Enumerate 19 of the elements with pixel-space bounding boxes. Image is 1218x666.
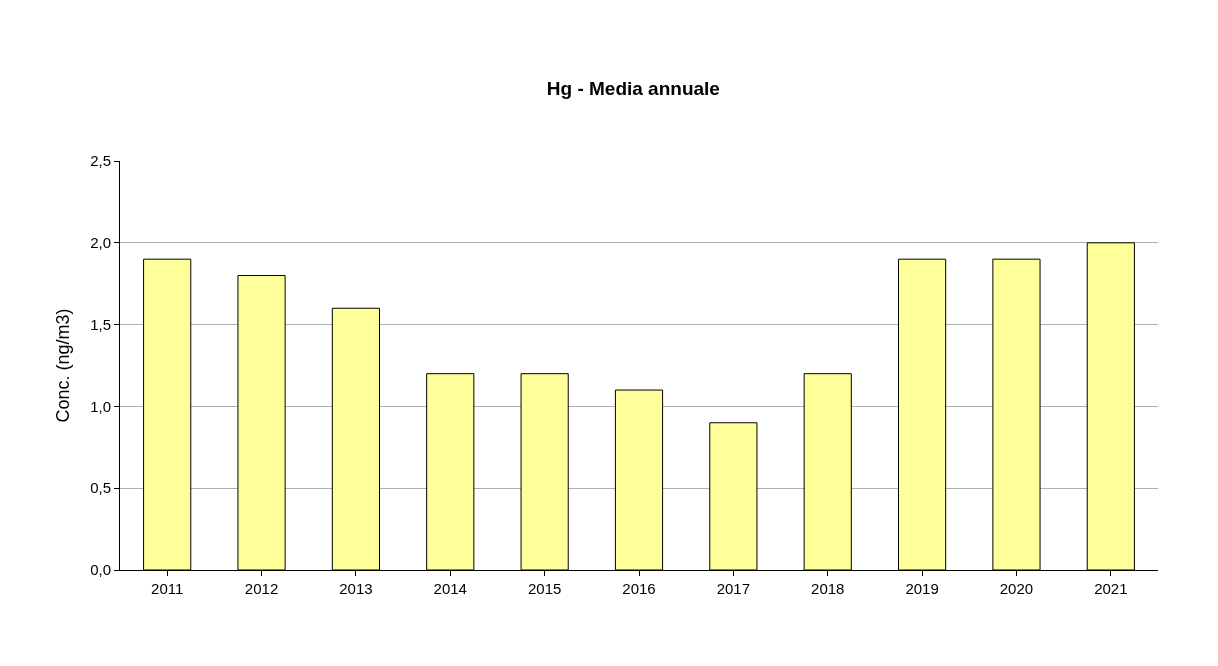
x-tick-label: 2011 [151,580,184,597]
x-tick-label: 2016 [622,580,656,597]
x-tick-label: 2012 [244,580,279,597]
x-tick-label: 2019 [905,580,939,597]
y-axis-title: Conc. (ng/m3) [53,308,74,423]
y-tick-label: 1,0 [90,397,111,415]
y-tick-label: 1,5 [90,315,111,333]
chart-title: Hg - Media annuale [546,78,720,100]
x-tick-label: 2017 [716,580,751,597]
y-tick-label: 0,5 [90,479,111,497]
y-tick-label: 0,0 [90,561,111,579]
x-tick-label: 2013 [339,580,373,597]
y-tick-label: 2,5 [90,152,111,170]
y-tick-label: 2,0 [90,234,111,252]
x-tick-label: 2015 [527,580,562,597]
x-tick-label: 2014 [433,580,467,597]
x-tick-label: 2020 [999,580,1034,597]
x-tick-label: 2021 [1094,580,1128,597]
x-tick-label: 2018 [811,580,845,597]
